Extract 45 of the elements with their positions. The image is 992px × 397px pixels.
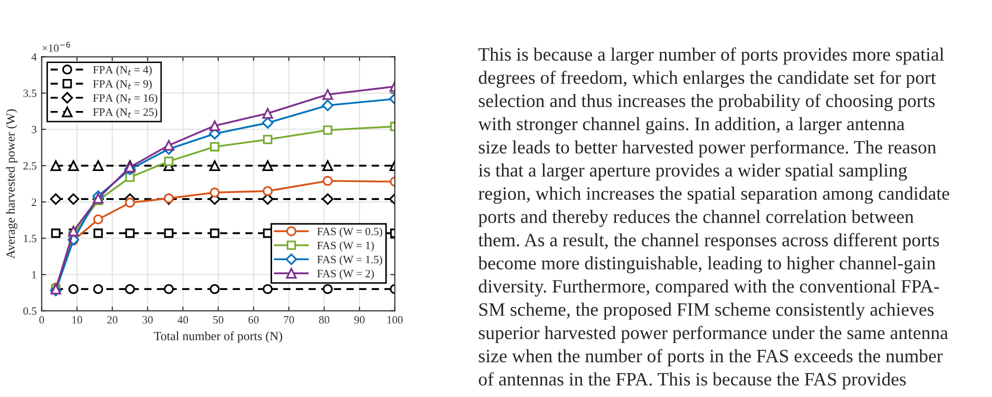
x-tick-label: 40 [178, 316, 188, 324]
legend-label: FPA (N$_{t}$ = 16) [93, 94, 158, 104]
y-tick-label: 4 [31, 53, 37, 61]
x-tick-label: 70 [284, 316, 294, 324]
text: diversity. Furthermore, compared with the conventional FPA- [478, 279, 940, 297]
y-tick-label: 1 [32, 271, 36, 278]
text: size when the number of ports in the FAS exceeds the number [478, 349, 943, 366]
y-tick-label: 2 [32, 198, 36, 206]
y-axis-title: Average harvested power (W) [6, 109, 18, 259]
legend-label: FAS (W = 1.5) [317, 255, 382, 266]
x-tick-label: 100 [387, 316, 403, 324]
text: superior harvested power performance under the same antenna [478, 326, 948, 343]
text: them. As a result, the channel responses across different ports [478, 233, 939, 250]
text: become more distinguishable, leading to higher channel-gain [478, 256, 936, 274]
text: degrees of freedom, which enlarges the candidate set for port [478, 70, 936, 88]
x-tick-label: 80 [319, 316, 330, 324]
y-tick-label: 0.5 [23, 307, 36, 315]
text: is that a larger aperture provides a wider spatial sampling [478, 163, 907, 181]
x-tick-label: 90 [354, 316, 365, 324]
text: of antennas in the FPA. This is because the FAS provides [478, 372, 906, 390]
legend-label: FAS (W = 2) [317, 269, 374, 280]
y-tick-label: 3.5 [23, 90, 36, 98]
x-tick-label: 20 [107, 316, 118, 324]
x-tick-label: 60 [248, 316, 259, 324]
x-tick-label: 0 [39, 316, 44, 324]
legend-label: FPA (N$_{t}$ = 9) [93, 80, 152, 90]
text: region, which increases the spatial separation among candidate [478, 186, 950, 204]
text: with stronger channel gains. In addition, a larger antenna [478, 117, 904, 134]
legend-label: FPA (N$_{t}$ = 25) [93, 108, 158, 118]
x-tick-label: 30 [142, 316, 153, 324]
text: This is because a larger number of ports provides more spatial [478, 47, 944, 65]
text: selection and thus increases the probability of choosing ports [478, 94, 935, 112]
legend-label: FAS (W = 0.5) [317, 227, 382, 238]
y-tick-label: 2.5 [23, 162, 36, 170]
text: ×10$^{−6}$ [42, 42, 70, 52]
legend-label: FPA (N$_{t}$ = 4) [93, 66, 152, 76]
text: SM scheme, the proposed FIM scheme consistently achieves [479, 302, 934, 320]
legend-label: FAS (W = 1) [317, 241, 374, 252]
y-tick-label: 3 [32, 126, 36, 134]
x-tick-label: 50 [213, 316, 224, 324]
y-tick-label: 1.5 [24, 234, 36, 242]
x-tick-label: 10 [72, 316, 82, 324]
x-axis-title: Total number of ports (N) [154, 331, 282, 343]
text: ports and thereby reduces the channel correlation between [478, 210, 914, 227]
text: size leads to better harvested power performance. The reason [478, 140, 936, 158]
